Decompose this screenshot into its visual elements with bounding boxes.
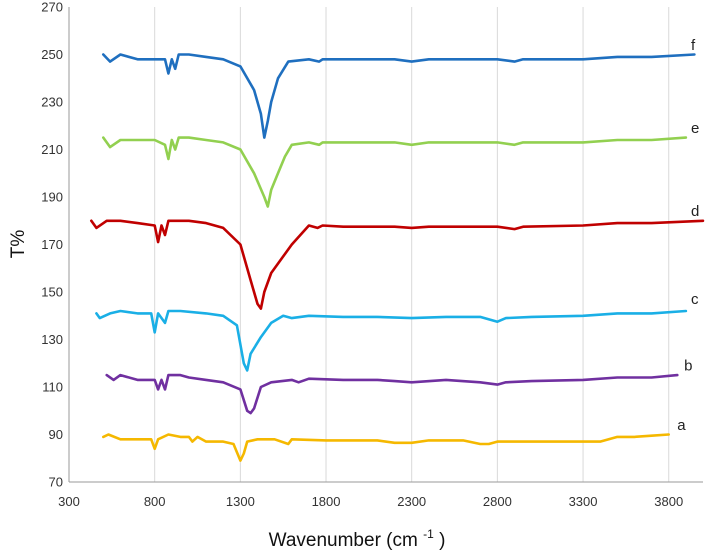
series-label-d: d bbox=[691, 203, 699, 220]
y-tick-label: 90 bbox=[49, 427, 63, 442]
series-label-e: e bbox=[691, 120, 699, 137]
x-axis-title-superscript: -1 bbox=[423, 527, 434, 541]
x-tick-label: 1300 bbox=[226, 494, 255, 509]
y-tick-label: 250 bbox=[41, 47, 63, 62]
y-tick-label: 170 bbox=[41, 237, 63, 252]
y-tick-labels: 70 90 110 130 150 170 190 210 230 250 270 bbox=[41, 0, 63, 490]
y-tick-label: 230 bbox=[41, 95, 63, 110]
x-tick-label: 3300 bbox=[569, 494, 598, 509]
series-label-b: b bbox=[684, 357, 692, 374]
x-axis-title-main: Wavenumber (cm bbox=[269, 530, 418, 551]
series-line-f bbox=[102, 53, 696, 139]
y-tick-label: 210 bbox=[41, 142, 63, 157]
x-tick-label: 2800 bbox=[483, 494, 512, 509]
series-label-c: c bbox=[691, 291, 699, 308]
x-tick-label: 2300 bbox=[397, 494, 426, 509]
plot-axes bbox=[68, 7, 703, 483]
series-line-a bbox=[102, 433, 670, 462]
y-tick-label: 130 bbox=[41, 332, 63, 347]
vertical-gridlines bbox=[154, 7, 670, 482]
y-tick-label: 70 bbox=[49, 475, 63, 490]
x-axis-title: Wavenumber (cm -1 ) bbox=[269, 522, 446, 551]
y-axis-title: T% bbox=[8, 230, 29, 259]
x-tick-label: 3800 bbox=[654, 494, 683, 509]
x-tick-label: 1800 bbox=[312, 494, 341, 509]
series-line-b bbox=[105, 373, 679, 415]
x-tick-labels: 300 800 1300 1800 2300 2800 3300 3800 bbox=[58, 494, 683, 509]
series-line-c bbox=[95, 309, 688, 372]
series-label-a: a bbox=[677, 417, 686, 434]
y-tick-label: 190 bbox=[41, 190, 63, 205]
series-label-f: f bbox=[691, 37, 696, 54]
y-tick-label: 110 bbox=[42, 380, 63, 395]
x-tick-label: 800 bbox=[144, 494, 166, 509]
y-tick-label: 150 bbox=[41, 285, 63, 300]
spectra-series bbox=[90, 53, 705, 462]
series-labels: a b c d e f bbox=[677, 37, 699, 434]
y-tick-label: 270 bbox=[41, 0, 63, 15]
x-tick-label: 300 bbox=[58, 494, 80, 509]
series-line-e bbox=[102, 136, 688, 208]
x-axis-title-close: ) bbox=[439, 530, 445, 551]
series-line-d bbox=[90, 219, 705, 310]
